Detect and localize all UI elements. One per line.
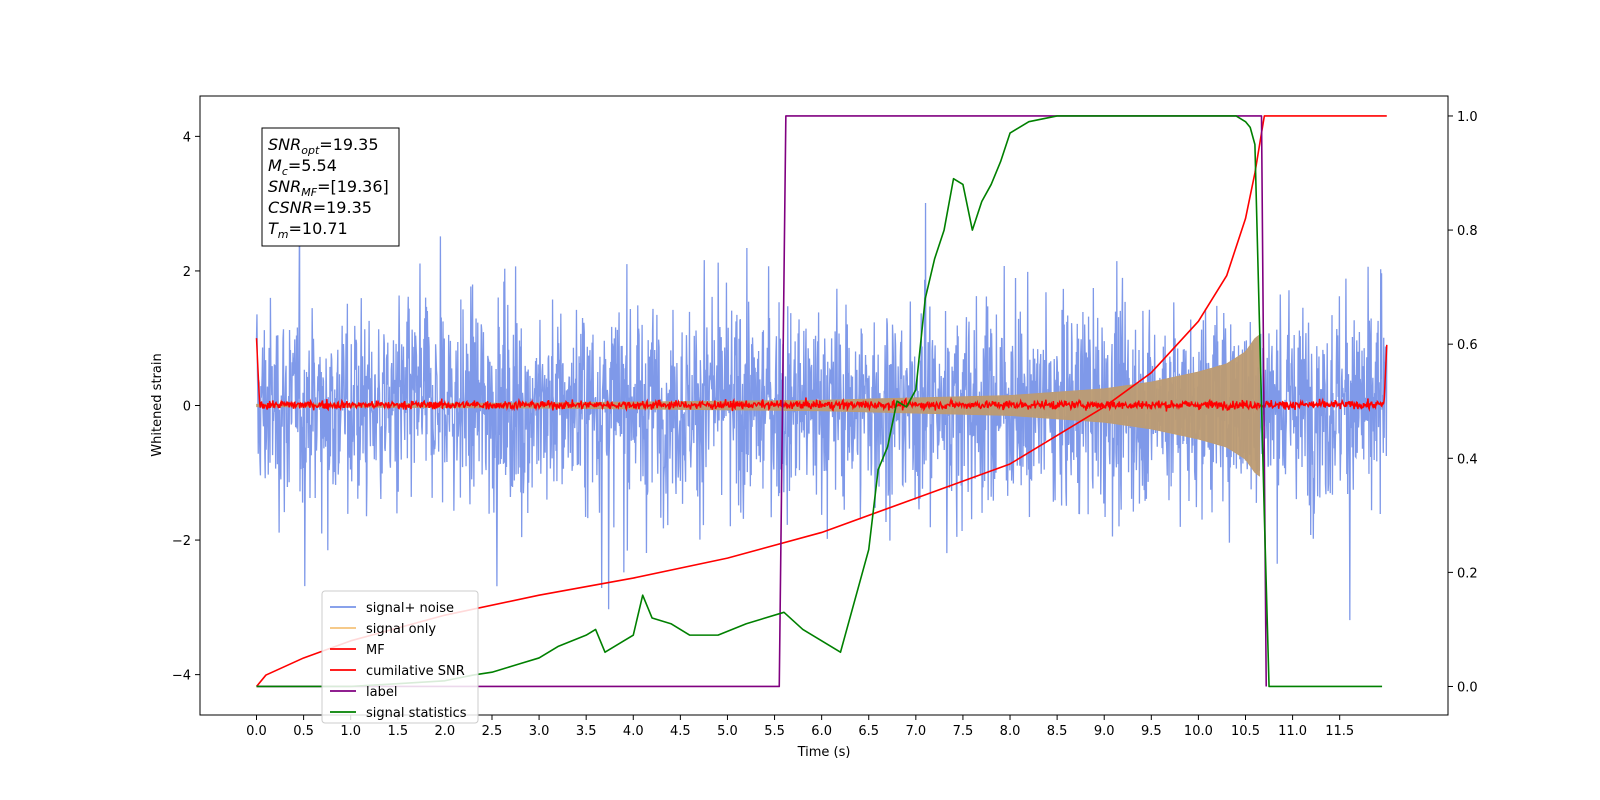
x-tick-label: 2.5 bbox=[482, 724, 503, 739]
x-tick-label: 4.5 bbox=[670, 724, 691, 739]
legend: signal+ noise signal only MF cumilative SNR… bbox=[321, 590, 479, 724]
x-tick-label: 6.0 bbox=[811, 724, 832, 739]
x-tick-label: 9.5 bbox=[1141, 724, 1162, 739]
legend-label-signal-only: signal only bbox=[366, 622, 436, 637]
annotation-line: SNRopt=19.35 bbox=[268, 135, 379, 157]
x-tick-label: 3.0 bbox=[529, 724, 550, 739]
y-left-tick-label: 0 bbox=[183, 400, 191, 415]
series-line-signal-statistics bbox=[256, 115, 1383, 688]
y-axis-label: Whitened strain bbox=[150, 353, 165, 456]
legend-label-cumilative-snr: cumilative SNR bbox=[366, 664, 465, 679]
legend-label-signal-statistics: signal statistics bbox=[366, 706, 467, 721]
x-tick-label: 8.5 bbox=[1047, 724, 1068, 739]
legend-frame bbox=[321, 590, 479, 724]
y-right-tick-label: 1.0 bbox=[1457, 110, 1478, 125]
y-right-axis-ticks: 0.0 0.2 0.4 0.6 0.8 1.0 bbox=[1448, 110, 1478, 695]
x-tick-label: 10.5 bbox=[1231, 724, 1260, 739]
annotation-line: Tm=10.71 bbox=[268, 219, 348, 241]
x-tick-label: 5.0 bbox=[717, 724, 738, 739]
y-right-tick-label: 0.8 bbox=[1457, 224, 1478, 239]
x-tick-label: 11.5 bbox=[1325, 724, 1354, 739]
y-left-tick-label: −4 bbox=[172, 669, 191, 684]
y-left-tick-label: 4 bbox=[183, 130, 191, 145]
x-axis-label: Time (s) bbox=[797, 745, 851, 760]
x-tick-label: 0.0 bbox=[246, 724, 267, 739]
annotation-line: SNRMF=[19.36] bbox=[268, 177, 389, 199]
x-tick-label: 1.0 bbox=[340, 724, 361, 739]
x-axis-ticks: 0.0 0.5 1.0 1.5 2.0 2.5 3.0 3.5 4.0 4.5 5.0 5.5 6.0 6… bbox=[246, 715, 1354, 739]
y-right-tick-label: 0.6 bbox=[1457, 338, 1478, 353]
y-right-tick-label: 0.0 bbox=[1457, 680, 1478, 695]
y-right-tick-label: 0.4 bbox=[1457, 452, 1478, 467]
annotation-line: Mc=5.54 bbox=[268, 156, 337, 178]
y-right-tick-label: 0.2 bbox=[1457, 566, 1478, 581]
legend-label-mf: MF bbox=[366, 643, 385, 658]
annotation-line: CSNR=19.35 bbox=[268, 198, 372, 217]
stats-annotation-box: SNRopt=19.35Mc=5.54SNRMF=[19.36]CSNR=19.… bbox=[261, 127, 400, 247]
legend-label-signal-noise: signal+ noise bbox=[366, 601, 454, 616]
series-area-signal-only bbox=[256, 334, 1260, 477]
y-left-axis-ticks: −4 −2 0 2 4 bbox=[172, 130, 200, 684]
x-tick-label: 2.0 bbox=[435, 724, 456, 739]
x-tick-label: 7.0 bbox=[905, 724, 926, 739]
y-left-tick-label: −2 bbox=[172, 534, 191, 549]
annotation-frame bbox=[261, 127, 400, 247]
x-tick-label: 4.0 bbox=[623, 724, 644, 739]
y-left-tick-label: 2 bbox=[183, 265, 191, 280]
x-tick-label: 8.0 bbox=[1000, 724, 1021, 739]
x-tick-label: 5.5 bbox=[764, 724, 785, 739]
x-tick-label: 10.0 bbox=[1184, 724, 1213, 739]
x-tick-label: 0.5 bbox=[293, 724, 314, 739]
x-tick-label: 6.5 bbox=[858, 724, 879, 739]
x-tick-label: 3.5 bbox=[576, 724, 597, 739]
x-tick-label: 1.5 bbox=[387, 724, 408, 739]
x-tick-label: 7.5 bbox=[953, 724, 974, 739]
legend-label-label: label bbox=[366, 685, 397, 700]
x-tick-label: 9.0 bbox=[1094, 724, 1115, 739]
x-tick-label: 11.0 bbox=[1278, 724, 1307, 739]
series-line-mf bbox=[255, 338, 1388, 412]
series-line-label bbox=[256, 115, 1268, 688]
